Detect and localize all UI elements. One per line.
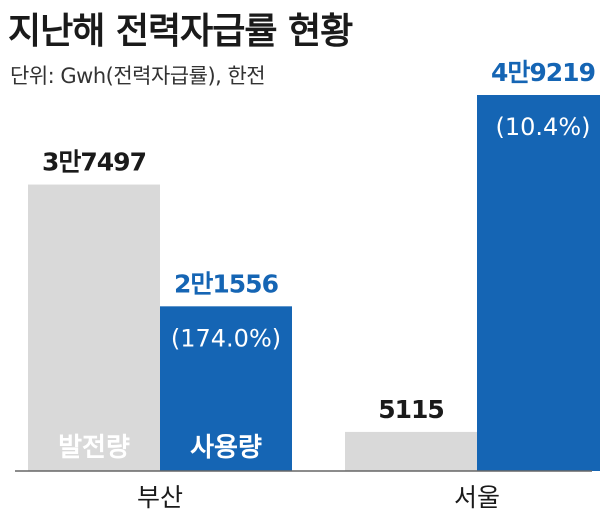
legend-label-사용량: 사용량 — [190, 433, 262, 463]
bar-서울-발전량 — [345, 431, 477, 471]
chart-subtitle: 단위: Gwh(전력자급률), 한전 — [10, 64, 266, 88]
value-label-부산-사용량: 2만1556 — [174, 269, 279, 298]
category-label-서울: 서울 — [454, 483, 500, 512]
ratio-label-부산: (174.0%) — [171, 324, 281, 352]
value-label-부산-발전량: 3만7497 — [42, 148, 146, 177]
chart-title: 지난해 전력자급률 현황 — [8, 11, 353, 52]
bar-부산-발전량 — [28, 184, 160, 471]
bar-서울-사용량 — [477, 95, 600, 471]
value-label-서울-발전량: 5115 — [378, 395, 444, 424]
bar-부산-사용량 — [160, 306, 292, 471]
ratio-label-서울: (10.4%) — [496, 113, 591, 141]
value-label-서울-사용량: 4만9219 — [491, 58, 595, 87]
category-label-부산: 부산 — [137, 483, 183, 512]
legend-label-발전량: 발전량 — [58, 433, 130, 463]
